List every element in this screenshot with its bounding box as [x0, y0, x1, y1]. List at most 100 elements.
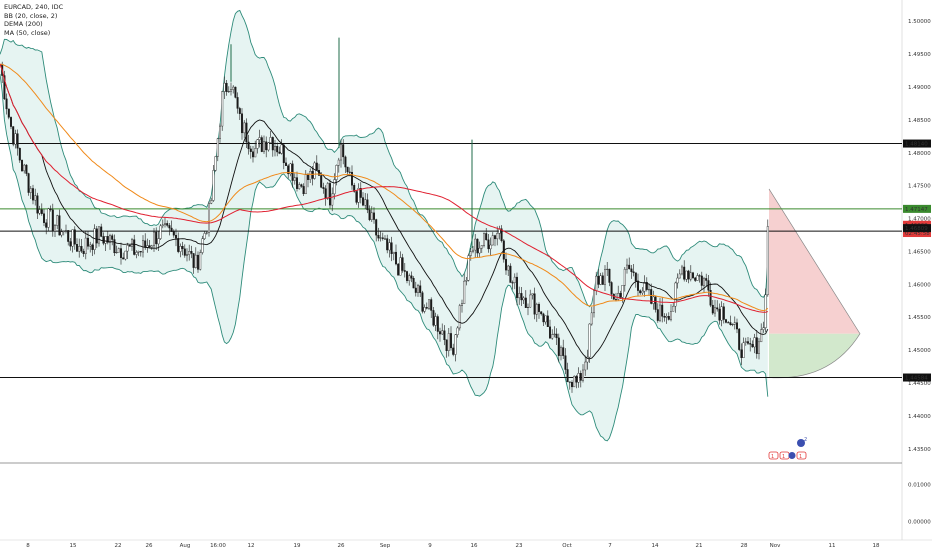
candle-body — [80, 246, 83, 252]
candle-body — [535, 303, 538, 315]
candle-body — [32, 188, 35, 201]
candle-body — [408, 275, 411, 281]
candle-body — [128, 245, 131, 247]
candle-body — [423, 307, 426, 312]
price-tick-label: 1.48000 — [908, 151, 931, 157]
time-tick-label: 11 — [829, 543, 836, 549]
candle-body — [97, 226, 100, 244]
price-tick-label: 1.44500 — [908, 381, 931, 387]
dividend-badge[interactable] — [788, 452, 796, 459]
level-label-mid: 1.46809 — [905, 226, 928, 232]
candle-body — [390, 242, 393, 254]
candle-body — [216, 138, 219, 157]
candle-body — [590, 312, 593, 325]
candle-body — [366, 199, 369, 211]
candle-body — [727, 322, 730, 324]
candle-body — [29, 188, 32, 193]
candle-body — [432, 310, 435, 326]
candle-body — [628, 264, 631, 270]
candle-body — [634, 272, 637, 282]
candle-body — [205, 232, 208, 234]
horizontal-levels[interactable] — [0, 143, 902, 379]
earnings-badge-left[interactable] — [768, 451, 779, 460]
candle-body — [51, 209, 54, 232]
indicator-dot[interactable] — [797, 439, 805, 447]
candle-body — [124, 250, 127, 260]
candle-body — [659, 304, 662, 321]
candle-body — [287, 165, 290, 175]
candle-body — [12, 126, 15, 145]
candle-body — [95, 228, 98, 244]
candle-body — [86, 237, 89, 247]
candlestick-series — [1, 37, 769, 393]
candle-body — [5, 98, 8, 110]
candle-body — [527, 306, 530, 308]
candle-body — [373, 212, 376, 220]
candle-body — [315, 162, 318, 171]
candle-body — [544, 315, 547, 323]
time-tick-label: 28 — [741, 543, 748, 549]
candle-body — [766, 226, 769, 296]
candle-body — [67, 230, 70, 242]
candle-body — [716, 307, 719, 310]
candle-body — [122, 257, 125, 260]
candle-body — [18, 147, 21, 161]
dema-legend[interactable]: DEMA (200) — [4, 20, 43, 28]
price-axis[interactable]: 1.50000 1.49500 1.49000 1.48500 1.48000 1.475… — [903, 19, 931, 453]
candle-body — [181, 246, 184, 250]
chart-legend[interactable]: EURCAD, 240, IDC BB (20, close, 2) DEMA … — [4, 3, 63, 37]
candle-body — [89, 244, 92, 247]
candle-body — [731, 324, 734, 326]
candle-body — [34, 195, 37, 201]
candle-body — [639, 290, 642, 294]
candle-body — [225, 82, 228, 92]
candle-body — [329, 183, 332, 206]
candle-body — [282, 144, 285, 164]
time-tick-label: 18 — [873, 543, 880, 549]
candle-body — [529, 294, 532, 308]
projection-cone[interactable] — [768, 188, 861, 379]
candle-body — [379, 237, 382, 239]
candle-body — [689, 272, 692, 280]
candle-body — [755, 337, 758, 354]
candle-body — [725, 319, 728, 323]
candle-body — [428, 299, 431, 309]
candle-body — [599, 275, 602, 285]
candle-body — [747, 341, 750, 344]
bb-legend[interactable]: BB (20, close, 2) — [4, 11, 58, 20]
candle-body — [414, 287, 417, 293]
candle-body — [395, 251, 398, 265]
symbol-title[interactable]: EURCAD, 240, IDC — [4, 3, 64, 11]
candle-body — [516, 276, 519, 299]
candle-body — [632, 271, 635, 273]
candle-body — [557, 337, 560, 356]
cone-lower-region[interactable] — [769, 333, 860, 378]
price-tick-label: 1.43500 — [908, 447, 931, 453]
time-axis[interactable]: 8 15 22 26 Aug 16:00 12 19 26 Sep 9 16 23 Oct 7 14 21 28 N… — [0, 539, 932, 549]
candle-body — [84, 237, 87, 254]
candle-body — [465, 280, 468, 282]
earnings-badge-right[interactable] — [796, 451, 807, 460]
candle-body — [47, 208, 50, 228]
candle-body — [650, 289, 653, 304]
candle-body — [648, 289, 651, 291]
candle-body — [637, 280, 640, 291]
price-tick-label: 1.47500 — [908, 184, 931, 190]
indicator-superscript: 2 — [804, 437, 807, 443]
candle-body — [313, 162, 316, 179]
candle-body — [280, 144, 283, 154]
candle-body — [485, 233, 488, 241]
candle-body — [115, 252, 118, 254]
event-badges[interactable]: 2 1 1 1 — [768, 437, 807, 460]
candle-body — [240, 113, 243, 134]
candle-body — [458, 305, 461, 329]
candle-body — [467, 255, 470, 281]
candle-body — [381, 237, 384, 239]
ma-legend[interactable]: MA (50, close) — [4, 28, 51, 37]
candle-body — [472, 249, 475, 252]
candle-body — [100, 226, 103, 237]
time-tick-label: 9 — [428, 543, 432, 549]
candle-body — [170, 227, 173, 232]
candle-body — [573, 375, 576, 388]
